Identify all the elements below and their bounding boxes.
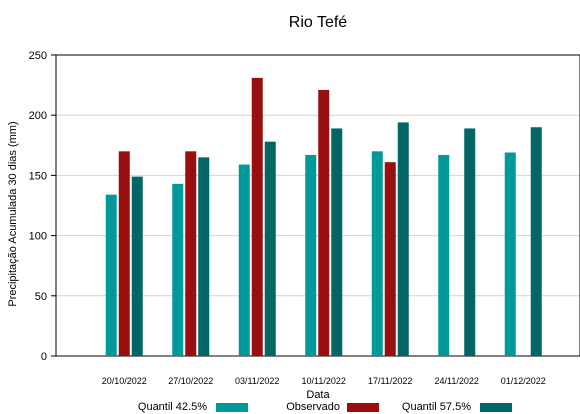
legend-label: Observado xyxy=(286,401,340,413)
bar-observado xyxy=(384,162,396,356)
y-tick-label: 100 xyxy=(29,231,47,243)
bar-observado xyxy=(185,151,197,356)
chart-title: Rio Tefé xyxy=(289,14,348,31)
bar-quantil-42-5 xyxy=(105,194,117,356)
y-axis: 0 50 100 150 200 250 xyxy=(29,50,56,363)
x-tick-label: 01/12/2022 xyxy=(501,376,546,386)
bars xyxy=(105,77,542,357)
bar-quantil-57-5 xyxy=(464,128,476,356)
x-tick-label: 17/11/2022 xyxy=(368,376,412,386)
y-axis-label: Precipitação Acumulada 30 dias (mm) xyxy=(7,121,19,306)
x-axis-label: Data xyxy=(306,389,330,401)
x-tick-label: 27/10/2022 xyxy=(168,376,213,386)
bar-observado xyxy=(118,151,130,356)
bar-quantil-42-5 xyxy=(305,154,317,356)
legend-label: Quantil 57.5% xyxy=(402,401,471,413)
x-tick-label: 10/11/2022 xyxy=(302,376,346,386)
bar-quantil-57-5 xyxy=(530,127,542,357)
bar-quantil-57-5 xyxy=(131,176,143,356)
x-axis: 20/10/2022 27/10/2022 03/11/2022 10/11/2022… xyxy=(102,376,546,386)
y-tick-label: 0 xyxy=(41,351,47,363)
bar-observado xyxy=(251,77,263,356)
bar-quantil-42-5 xyxy=(238,164,250,356)
legend-swatch xyxy=(480,403,512,412)
x-tick-label: 24/11/2022 xyxy=(435,376,479,386)
legend-swatch xyxy=(347,403,379,412)
y-tick-label: 200 xyxy=(29,110,47,122)
bar-quantil-57-5 xyxy=(397,122,409,356)
x-tick-label: 20/10/2022 xyxy=(102,376,147,386)
bar-quantil-42-5 xyxy=(371,151,383,356)
x-tick-label: 03/11/2022 xyxy=(235,376,279,386)
bar-quantil-42-5 xyxy=(438,154,450,356)
y-tick-label: 150 xyxy=(29,170,47,182)
grid-lines xyxy=(56,114,580,297)
y-tick-label: 50 xyxy=(35,291,47,303)
y-tick-label: 250 xyxy=(29,50,47,62)
bar-quantil-57-5 xyxy=(331,128,343,356)
plot-frame xyxy=(55,54,580,357)
bar-quantil-42-5 xyxy=(172,183,184,356)
legend-label: Quantil 42.5% xyxy=(138,401,207,413)
bar-quantil-57-5 xyxy=(264,141,276,356)
legend-swatch xyxy=(216,403,248,412)
legend: Quantil 42.5% Observado Quantil 57.5% xyxy=(138,401,512,413)
bar-observado xyxy=(318,89,330,356)
bar-quantil-57-5 xyxy=(198,157,210,356)
bar-quantil-42-5 xyxy=(504,152,516,356)
